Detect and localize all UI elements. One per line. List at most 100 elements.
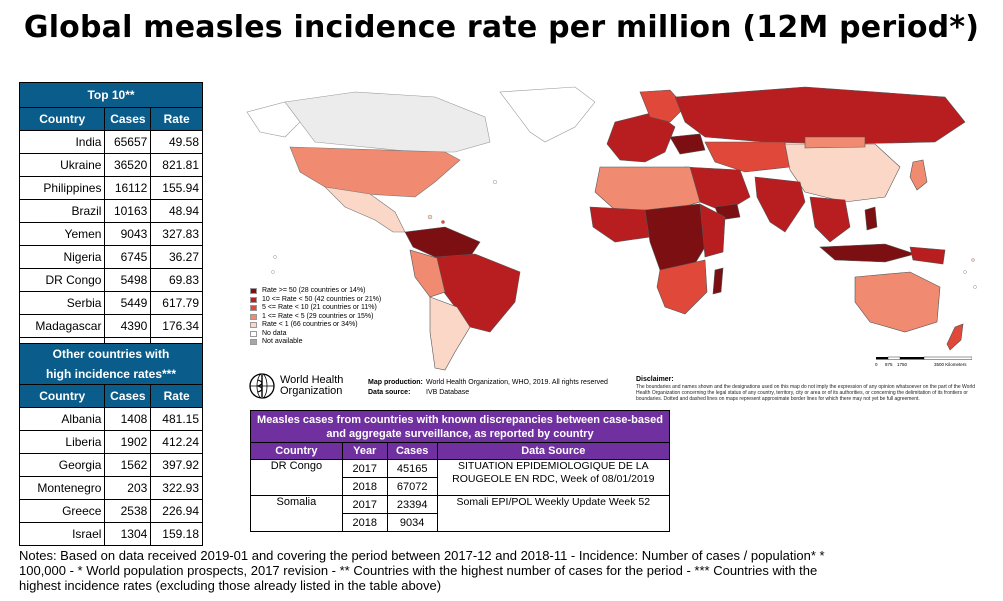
country-cell: India xyxy=(18,130,106,154)
region-north-africa xyxy=(594,166,701,213)
country-cell: Greece xyxy=(18,499,106,523)
rate-cell: 617.79 xyxy=(150,291,203,315)
table-row: Liberia 1902 412.24 xyxy=(18,430,203,454)
region-papua xyxy=(909,246,946,265)
legend-swatch xyxy=(250,339,257,346)
who-logo: World Health Organization xyxy=(248,372,343,400)
region-peru-bolivia xyxy=(409,249,446,298)
region-madagascar xyxy=(712,267,724,295)
rate-cell: 821.81 xyxy=(150,153,203,177)
legend-swatch xyxy=(250,313,257,320)
rate-cell: 322.93 xyxy=(150,476,203,500)
region-usa xyxy=(289,146,461,198)
legend-swatch xyxy=(250,296,257,303)
map-legend: Rate >= 50 (28 countries or 14%) 10 <= Ra… xyxy=(250,287,381,347)
table-row: Albania 1408 481.15 xyxy=(18,407,203,431)
table-row: Montenegro 203 322.93 xyxy=(18,476,203,500)
country-cell: Philippines xyxy=(18,176,106,200)
region-west-africa xyxy=(589,206,651,243)
region-mongolia xyxy=(804,136,866,149)
cases-cell: 4390 xyxy=(104,314,152,338)
table-row: Israel 1304 159.18 xyxy=(18,522,203,546)
legend-item: 1 <= Rate < 5 (29 countries or 15%) xyxy=(250,313,381,322)
country-cell: Georgia xyxy=(18,453,106,477)
discrep-country: DR Congo xyxy=(250,459,343,496)
cases-cell: 1304 xyxy=(104,522,152,546)
discrep-col-year: Year xyxy=(341,442,388,460)
who-name-line1: World Health xyxy=(280,374,344,386)
other-col-rate: Rate xyxy=(150,384,203,408)
map-production-info: Map production: World Health Organization… xyxy=(368,378,608,398)
rate-cell: 176.34 xyxy=(150,314,203,338)
top10-table: Top 10** Country Cases Rate India 65657 49… xyxy=(18,82,203,361)
other-col-cases: Cases xyxy=(104,384,152,408)
legend-label: Rate < 1 (66 countries or 34%) xyxy=(262,321,358,328)
region-greenland xyxy=(499,86,596,143)
map-production-label: Map production: xyxy=(368,379,423,386)
discrep-year: 2017 xyxy=(341,495,388,514)
cases-cell: 36520 xyxy=(104,153,152,177)
legend-swatch xyxy=(250,305,257,312)
discrep-col-source: Data Source xyxy=(436,442,671,460)
table-row: Madagascar 4390 176.34 xyxy=(18,314,203,338)
pacific-island xyxy=(963,270,967,274)
top10-col-rate: Rate xyxy=(150,107,203,131)
rate-cell: 226.94 xyxy=(150,499,203,523)
table-row: Yemen 9043 327.83 xyxy=(18,222,203,246)
top10-col-cases: Cases xyxy=(104,107,152,131)
legend-item: Rate >= 50 (28 countries or 14%) xyxy=(250,287,381,296)
page-title: Global measles incidence rate per millio… xyxy=(23,10,980,45)
rate-cell: 49.58 xyxy=(150,130,203,154)
rate-cell: 327.83 xyxy=(150,222,203,246)
country-cell: Yemen xyxy=(18,222,106,246)
table-row: Serbia 5449 617.79 xyxy=(18,291,203,315)
discrep-year: 2018 xyxy=(341,477,388,496)
other-col-country: Country xyxy=(18,384,106,408)
discrep-cases: 23394 xyxy=(386,495,438,514)
legend-label: 5 <= Rate < 10 (21 countries or 11%) xyxy=(262,304,377,311)
world-map xyxy=(246,86,977,371)
discrep-cases: 45165 xyxy=(386,459,438,478)
rate-cell: 397.92 xyxy=(150,453,203,477)
scale-bar: 0 875 1750 3500 Kilometers xyxy=(875,356,972,367)
discrep-col-cases: Cases xyxy=(386,442,438,460)
cases-cell: 203 xyxy=(104,476,152,500)
discrep-country: Somalia xyxy=(250,495,343,532)
scale-tick-0: 0 xyxy=(875,362,878,367)
cases-cell: 5449 xyxy=(104,291,152,315)
region-australia xyxy=(854,271,941,333)
disclaimer-heading: Disclaimer: xyxy=(636,376,674,383)
region-japan xyxy=(909,159,928,191)
discrep-source: Somali EPI/POL Weekly Update Week 52 xyxy=(436,495,671,532)
discrep-source: SITUATION EPIDEMIOLOGIQUE DE LA ROUGEOLE… xyxy=(436,459,671,496)
pacific-island xyxy=(492,179,497,184)
footnotes: Notes: Based on data received 2019-01 an… xyxy=(19,548,825,593)
country-cell: Serbia xyxy=(18,291,106,315)
region-alaska xyxy=(246,101,301,138)
table-row: Brazil 10163 48.94 xyxy=(18,199,203,223)
pacific-island xyxy=(973,285,977,289)
cases-cell: 16112 xyxy=(104,176,152,200)
rate-cell: 412.24 xyxy=(150,430,203,454)
region-southern-africa xyxy=(656,259,708,315)
discrepancies-table: Measles cases from countries with known … xyxy=(250,410,671,532)
cases-cell: 1902 xyxy=(104,430,152,454)
other-heading-line2: high incidence rates*** xyxy=(45,367,177,381)
table-row: India 65657 49.58 xyxy=(18,130,203,154)
rate-cell: 155.94 xyxy=(150,176,203,200)
cases-cell: 5498 xyxy=(104,268,152,292)
map-production-value: World Health Organization, WHO, 2019. Al… xyxy=(426,379,608,386)
rate-cell: 36.27 xyxy=(150,245,203,269)
discrep-cases: 67072 xyxy=(386,477,438,496)
legend-label: Rate >= 50 (28 countries or 14%) xyxy=(262,287,366,294)
rate-cell: 481.15 xyxy=(150,407,203,431)
country-cell: Brazil xyxy=(18,199,106,223)
country-cell: Montenegro xyxy=(18,476,106,500)
cases-cell: 2538 xyxy=(104,499,152,523)
table-row: Greece 2538 226.94 xyxy=(18,499,203,523)
region-central-asia xyxy=(704,141,791,173)
region-brazil xyxy=(434,253,521,333)
cases-cell: 1408 xyxy=(104,407,152,431)
legend-label: 10 <= Rate < 50 (42 countries or 21%) xyxy=(262,295,382,303)
other-countries-table: Other countries with high incidence rate… xyxy=(18,343,203,546)
